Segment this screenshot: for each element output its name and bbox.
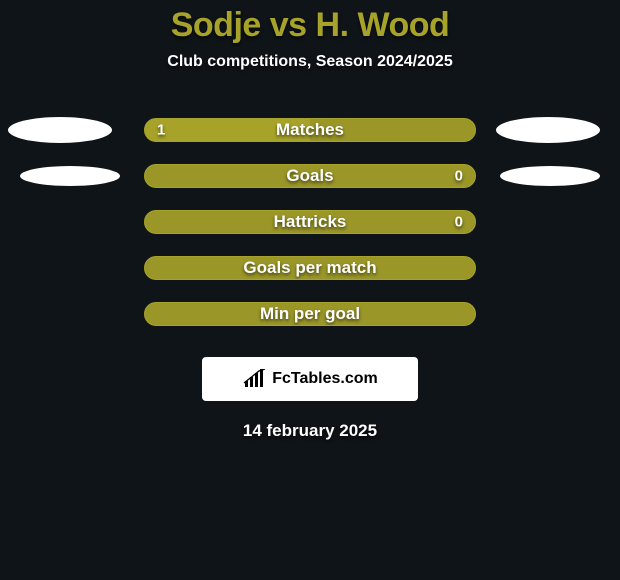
stat-value-right: 0: [455, 214, 463, 231]
stat-value-left: 1: [157, 122, 165, 139]
stat-label: Matches: [276, 120, 344, 140]
stat-row: Goals per match: [0, 245, 620, 291]
stat-bar: Goals per match: [144, 256, 476, 280]
content: Sodje vs H. Wood Club competitions, Seas…: [0, 0, 620, 580]
stat-row: Hattricks 0: [0, 199, 620, 245]
stat-bar: Hattricks 0: [144, 210, 476, 234]
logo: FcTables.com: [242, 369, 378, 389]
chart-icon: [242, 369, 268, 389]
stat-label: Goals per match: [243, 258, 376, 278]
stat-label: Goals: [286, 166, 333, 186]
date-label: 14 february 2025: [0, 421, 620, 441]
stat-bar: Goals 0: [144, 164, 476, 188]
stat-bar: Matches 1: [144, 118, 476, 142]
stat-value-right: 0: [455, 168, 463, 185]
stat-row: Min per goal: [0, 291, 620, 337]
ellipse-left: [8, 117, 112, 143]
ellipse-right: [496, 117, 600, 143]
logo-text: FcTables.com: [272, 370, 378, 388]
subtitle: Club competitions, Season 2024/2025: [0, 53, 620, 71]
stat-row: Goals 0: [0, 153, 620, 199]
stat-row: Matches 1: [0, 107, 620, 153]
logo-box: FcTables.com: [202, 357, 418, 401]
stat-label: Min per goal: [260, 304, 360, 324]
page-title: Sodje vs H. Wood: [0, 0, 620, 45]
ellipse-left: [20, 166, 120, 186]
ellipse-right: [500, 166, 600, 186]
stat-bar: Min per goal: [144, 302, 476, 326]
stat-rows: Matches 1 Goals 0 Hattricks 0 Goals per match M…: [0, 107, 620, 337]
stat-label: Hattricks: [274, 212, 347, 232]
